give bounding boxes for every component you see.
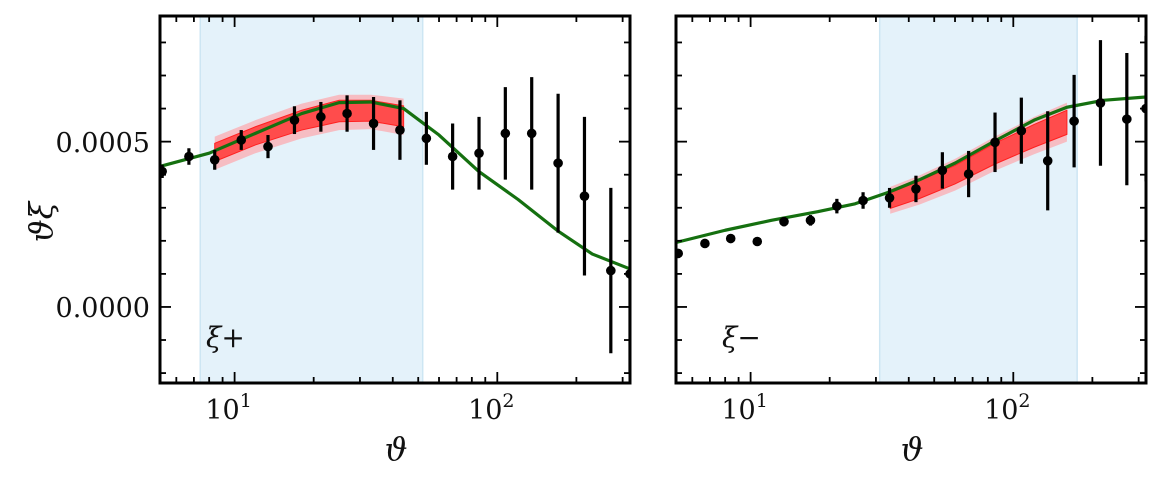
data-point [526,77,537,190]
x-tick-exponent: 2 [502,390,514,412]
data-point [884,187,895,208]
marker [990,137,1000,148]
x-tick-label: 101 [721,390,767,426]
axes-frame [674,14,1148,385]
x-axis-label-left: ϑ [385,430,408,468]
scale-cut-region [199,16,424,383]
marker [421,133,432,144]
marker [184,151,194,162]
marker [553,158,563,168]
data-point [676,248,683,259]
data-point [209,149,220,170]
marker [316,112,326,122]
x-tick-exponent: 2 [1018,390,1030,412]
marker [700,238,710,249]
data-point [1069,74,1079,168]
marker [209,155,220,165]
data-point [752,236,763,247]
panel-xi-plus: 101 102 ξ+ ϑ 0.0000 0.0005 [56,14,632,468]
data-point [342,95,352,132]
y-tick-label-0: 0.0000 [56,293,150,324]
data-point [805,215,816,226]
x-axis-label-right: ϑ [901,430,924,468]
axes-frame [158,14,632,385]
data-point [289,106,300,135]
data-point [1095,40,1106,166]
plot-area-right: 101 102 [674,14,1148,426]
marker [676,248,683,259]
marker [725,233,736,244]
marker [526,128,537,139]
data-point [160,164,167,179]
marker [263,141,273,152]
data-point [421,111,432,165]
x-tick-label: 101 [205,390,251,426]
data-point [447,123,458,190]
y-tick-label-0005: 0.0005 [56,128,150,159]
marker [160,166,167,177]
data-point [368,97,379,150]
data-point [395,100,405,160]
data-point [316,101,326,132]
y-axis-label: ϑξ [22,200,60,242]
data-point [700,238,710,249]
x-tick-label: 102 [984,390,1030,426]
marker [963,169,974,179]
panel-xi-minus: 101 102 ξ− ϑ [674,14,1148,468]
data-point [858,192,868,209]
data-point [990,112,1000,173]
marker [289,115,300,125]
marker [395,125,405,135]
data-point [1122,53,1132,186]
marker [884,193,895,203]
marker [447,151,458,162]
marker [1122,114,1132,124]
marker [832,201,842,211]
marker [752,236,763,247]
plot-content [160,16,630,383]
marker [779,216,789,227]
marker [805,215,816,226]
marker [474,148,484,159]
data-point [474,116,484,190]
marker [1042,156,1053,166]
marker [606,265,616,276]
marker [1095,98,1106,108]
data-point [911,175,921,203]
model-curve [676,95,1146,245]
data-point [263,135,273,159]
marker [500,128,511,139]
data-point [579,116,590,276]
marker [368,118,379,129]
data-point [779,216,789,227]
data-point [184,148,194,165]
marker [858,195,868,206]
marker [579,191,590,201]
data-point [500,87,511,180]
data-point [963,150,974,198]
data-point [236,130,247,150]
data-point [606,187,616,354]
panel-annotation-xi-minus: ξ− [722,321,761,354]
marker [937,165,948,176]
marker [911,184,921,194]
marker [236,135,247,145]
x-tick-label: 102 [468,390,514,426]
data-point [725,233,736,244]
posterior-band-inner [214,99,405,163]
data-point [1042,111,1053,211]
marker [1016,125,1027,136]
plot-content [676,16,1146,383]
x-tick-exponent: 1 [240,390,252,412]
data-point [1016,97,1027,164]
data-point [937,152,948,189]
panel-annotation-xi-plus: ξ+ [206,321,245,354]
marker [342,108,352,119]
x-tick-exponent: 1 [756,390,768,412]
plot-area-left: 101 102 [158,14,632,426]
data-point [553,93,563,233]
marker [1069,116,1079,126]
data-point [832,198,842,214]
